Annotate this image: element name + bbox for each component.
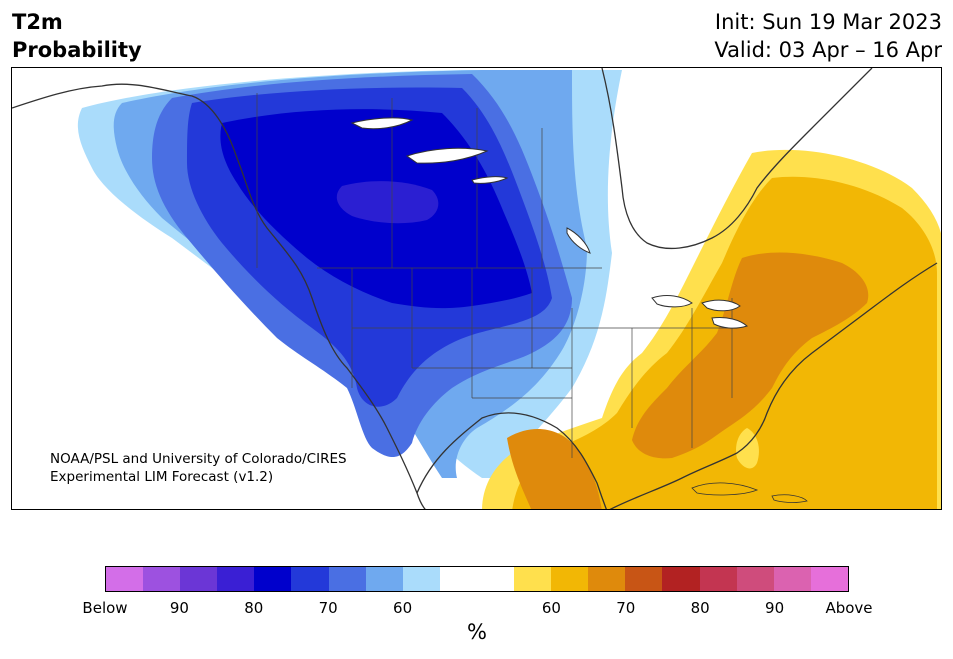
colorbar-tick-label: 80 bbox=[690, 599, 710, 617]
probability-map: NOAA/PSL and University of Colorado/CIRE… bbox=[11, 67, 942, 510]
colorbar-tick-label: 90 bbox=[765, 599, 785, 617]
valid-range: Valid: 03 Apr – 16 Apr bbox=[714, 38, 942, 62]
above-mid-region bbox=[632, 252, 869, 459]
colorbar-tick-label: 70 bbox=[318, 599, 338, 617]
below-core-region bbox=[336, 181, 439, 224]
colorbar-segment bbox=[180, 567, 218, 591]
colorbar-tick-label: Above bbox=[825, 599, 873, 617]
colorbar-segment bbox=[625, 567, 663, 591]
colorbar-segment bbox=[736, 567, 774, 591]
colorbar-segment bbox=[699, 567, 737, 591]
colorbar-segment bbox=[291, 567, 329, 591]
colorbar-segment bbox=[365, 567, 403, 591]
credit-line-1: NOAA/PSL and University of Colorado/CIRE… bbox=[50, 451, 347, 467]
map-title: T2m Probability bbox=[12, 8, 142, 64]
map-credit: NOAA/PSL and University of Colorado/CIRE… bbox=[50, 450, 347, 486]
colorbar-segment bbox=[217, 567, 255, 591]
colorbar-segment bbox=[106, 567, 144, 591]
colorbar-segment bbox=[476, 567, 515, 591]
caribbean-islands bbox=[691, 482, 808, 503]
map-canvas bbox=[12, 68, 941, 509]
title-variable: T2m bbox=[12, 10, 63, 34]
coastlines bbox=[12, 68, 938, 509]
colorbar-tick-label: Below bbox=[82, 599, 128, 617]
title-type: Probability bbox=[12, 38, 142, 62]
colorbar-segment bbox=[143, 567, 181, 591]
colorbar-segment bbox=[328, 567, 366, 591]
political-boundaries bbox=[256, 93, 733, 458]
colorbar-tick-label: 80 bbox=[244, 599, 264, 617]
init-date: Init: Sun 19 Mar 2023 bbox=[714, 10, 942, 34]
colorbar-segment bbox=[254, 567, 292, 591]
colorbar-segment bbox=[588, 567, 626, 591]
colorbar-tick-label: 70 bbox=[616, 599, 636, 617]
colorbar-segment bbox=[662, 567, 700, 591]
colorbar-segment bbox=[810, 567, 848, 591]
lakes bbox=[350, 117, 749, 329]
colorbar-segment bbox=[402, 567, 440, 591]
colorbar-segment bbox=[439, 567, 477, 591]
colorbar-tick-label: 90 bbox=[169, 599, 189, 617]
colorbar-segment bbox=[551, 567, 589, 591]
credit-line-2: Experimental LIM Forecast (v1.2) bbox=[50, 469, 274, 485]
colorbar-segment bbox=[773, 567, 811, 591]
colorbar-tick-label: 60 bbox=[393, 599, 413, 617]
forecast-dates: Init: Sun 19 Mar 2023 Valid: 03 Apr – 16… bbox=[714, 8, 942, 64]
colorbar-segment bbox=[514, 567, 552, 591]
colorbar-tick-label: 60 bbox=[541, 599, 561, 617]
probability-colorbar bbox=[105, 566, 849, 592]
colorbar-unit: % bbox=[467, 620, 487, 644]
above-mid-texas-region bbox=[507, 428, 602, 509]
